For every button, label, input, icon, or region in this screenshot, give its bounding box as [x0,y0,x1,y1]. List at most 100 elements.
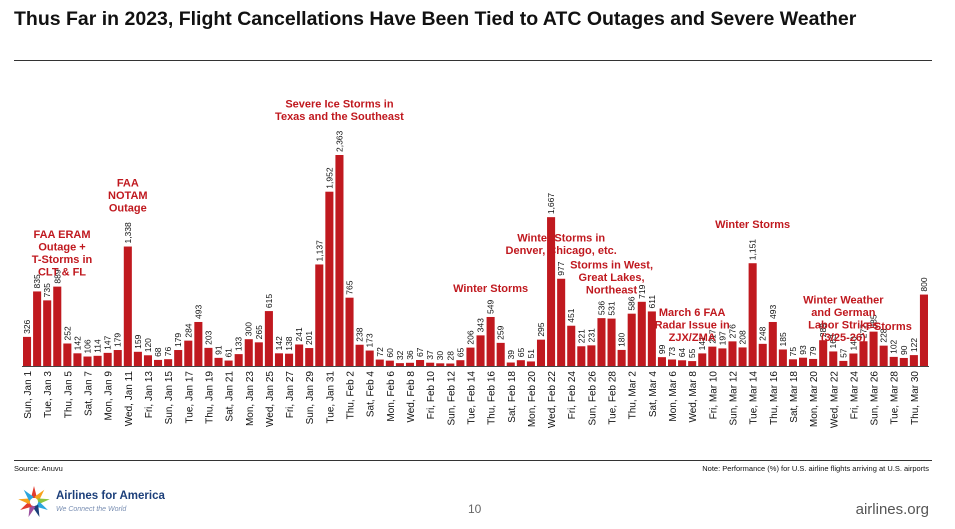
x-tick-label: Thu, Jan 5 [63,371,74,419]
x-tick-label: Mon, Mar 20 [809,371,820,428]
x-tick-label: Wed, Mar 22 [829,371,840,428]
annotation-line: FAA ERAM [33,229,90,241]
annotation-line: T-Storms in [32,254,93,266]
annotation-line: (3/25-26) [821,332,866,344]
data-label: 99 [657,344,667,354]
data-label: 203 [203,330,213,344]
annotation-line: NOTAM [108,190,148,202]
data-label: 201 [304,331,314,345]
data-label: 615 [264,294,274,308]
bar [83,356,92,366]
x-tick-label: Tue, Feb 14 [466,371,477,425]
bar [416,360,425,366]
bar [728,341,737,366]
data-label: 60 [385,348,395,358]
bar [849,353,858,366]
bar [587,345,596,366]
data-label: 79 [808,346,818,356]
data-label: 55 [687,348,697,358]
data-label: 735 [42,283,52,297]
annotation-line: Winter Storms [453,283,528,295]
x-tick-label: Tue, Mar 14 [749,371,760,425]
bar [305,348,314,366]
data-label: 30 [435,351,445,361]
data-label: 531 [607,301,617,315]
logo-name: Airlines for America [56,490,165,502]
data-label: 75 [788,347,798,357]
annotation-line: T-Storms [864,321,912,333]
data-label: 217 [707,329,717,343]
data-label: 300 [244,322,254,336]
bar [466,347,475,366]
data-label: 221 [576,329,586,343]
bar [486,316,495,366]
x-tick-label: Wed, Jan 25 [265,371,276,427]
data-label: 73 [667,347,677,357]
bar [637,301,646,366]
x-tick-label: Wed, Feb 22 [547,371,558,429]
data-label: 36 [405,350,415,360]
bar [809,358,818,366]
data-label: 114 [93,339,103,353]
data-label: 385 [869,314,879,328]
bar [869,331,878,366]
bar [909,355,918,366]
data-label: 133 [234,337,244,351]
data-label: 93 [798,345,808,355]
data-label: 276 [727,324,737,338]
data-label: 120 [143,338,153,352]
x-tick-label: Thu, Feb 16 [487,371,498,425]
bar [345,297,354,366]
bar [335,155,344,366]
bar [597,318,606,366]
bar [526,361,535,366]
data-label: 76 [163,346,173,356]
data-label: 231 [586,328,596,342]
data-label: 289 [818,323,828,337]
data-label: 326 [22,319,32,333]
data-label: 28 [445,351,455,361]
bar [426,362,435,366]
bar [829,351,838,366]
data-label: 179 [113,333,123,347]
bar [496,342,505,366]
title-divider [14,60,932,61]
data-label: 51 [526,349,536,359]
data-label: 493 [768,305,778,319]
bar [325,191,334,366]
x-tick-label: Fri, Jan 27 [285,371,296,419]
bar [536,339,546,366]
x-tick-label: Sun, Mar 12 [728,371,739,426]
annotation-line: and German [811,307,875,319]
bar [738,347,747,366]
bar [43,300,52,366]
annotation-line: CLT & FL [38,266,86,278]
data-label: 1,151 [748,239,758,261]
bar [73,353,82,366]
x-tick-label: Thu, Mar 16 [769,371,780,425]
x-tick-label: Fri, Mar 10 [708,371,719,420]
x-tick-label: Sat, Mar 4 [648,371,659,418]
data-label: 106 [83,339,93,353]
data-label: 238 [355,327,365,341]
bar [778,349,787,366]
data-label: 37 [425,350,435,360]
x-tick-label: Wed, Mar 8 [688,371,699,423]
data-label: 1,952 [324,167,334,189]
data-label: 586 [627,296,637,310]
bar [889,356,898,366]
bar [799,357,808,366]
data-label: 102 [889,339,899,353]
data-label: 159 [133,334,143,348]
bar [718,348,727,366]
source-text: Source: Anuvu [14,464,63,473]
airlines-for-america-logo: Airlines for America We Connect the Worl… [16,484,196,520]
footer-site-link[interactable]: airlines.org [855,501,929,518]
bar [839,360,848,366]
x-tick-label: Thu, Feb 2 [346,371,357,420]
bar [23,336,32,366]
annotation: Winter Storms [715,219,790,231]
data-label: 32 [395,350,405,360]
